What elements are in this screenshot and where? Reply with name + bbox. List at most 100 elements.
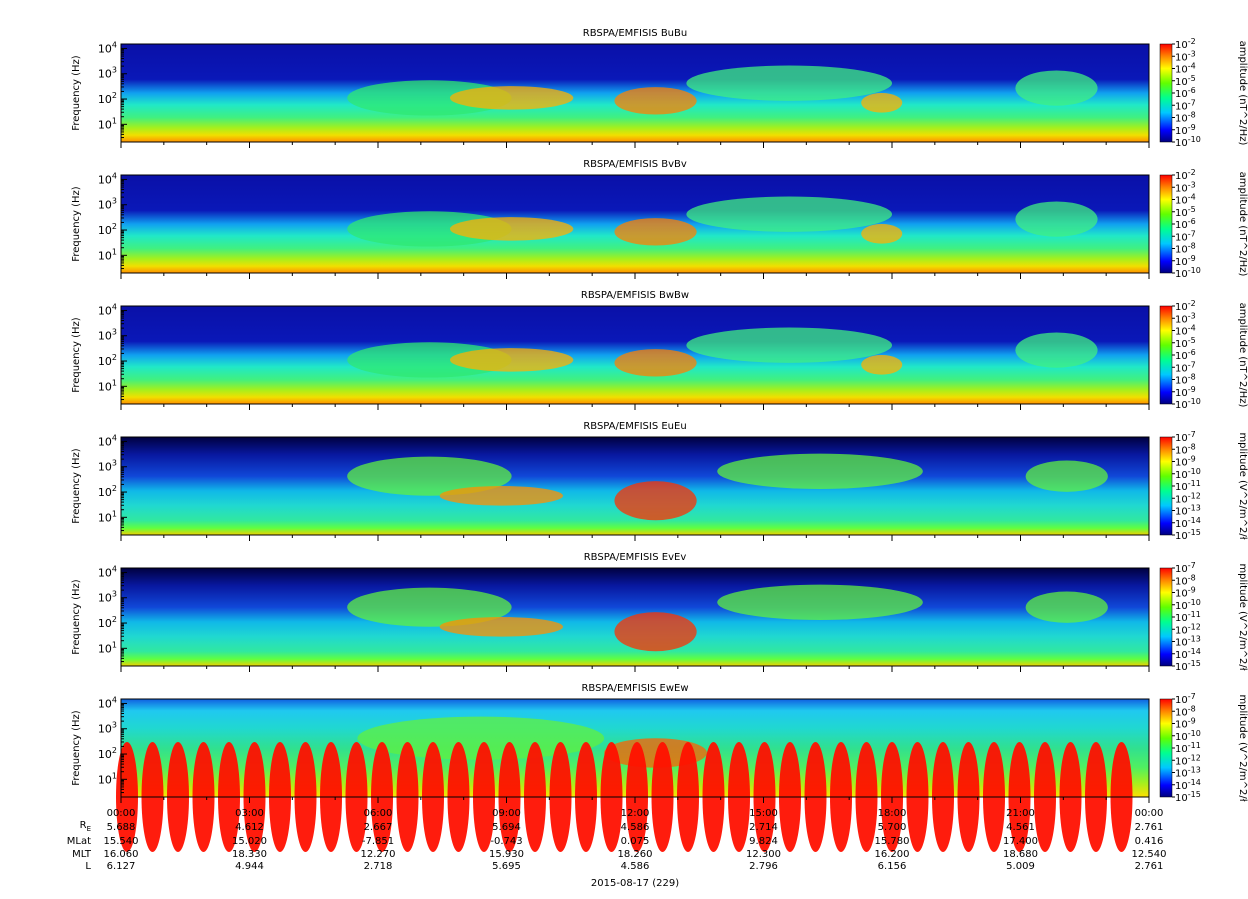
- ephemeris-value: 6.127: [107, 861, 136, 872]
- time-axis: 00:00 03:00 06:00 09:00 12:00 15:00 18:00 21:00…: [107, 808, 1164, 819]
- spectrogram-panel: RBSPA/EMFISIS BvBv 104 103 102 101 Frequency …: [71, 159, 1248, 280]
- colorbar-label: mplitude (V^2/m^2/ł: [1237, 694, 1248, 801]
- colorbar-tick-label: 10-4: [1175, 193, 1196, 207]
- panel-title: RBSPA/EMFISIS EuEu: [583, 421, 686, 432]
- y-tick-label: 104: [98, 433, 117, 448]
- colorbar: [1159, 174, 1173, 274]
- spectrogram-feature: [861, 224, 903, 244]
- ephemeris-value: 12.540: [1132, 849, 1167, 860]
- colorbar-tick-label: 10-2: [1175, 299, 1196, 313]
- y-tick-label: 104: [98, 40, 117, 55]
- colorbar-label: amplitude (nT^2/Hz): [1237, 172, 1248, 277]
- colorbar-tick-label: 10-5: [1175, 74, 1196, 88]
- time-tick-label: 18:00: [878, 808, 907, 819]
- colorbar-tick-label: 10-3: [1175, 49, 1196, 63]
- colorbar-tick-label: 10-7: [1175, 229, 1196, 243]
- ephemeris-value: 5.694: [492, 822, 521, 833]
- ephemeris-value: 2.796: [749, 861, 778, 872]
- colorbar-tick-label: 10-8: [1175, 111, 1196, 125]
- colorbar-tick-label: 10-13: [1175, 635, 1201, 649]
- spectrogram-feature: [1015, 201, 1098, 237]
- colorbar-tick-label: 10-8: [1175, 373, 1196, 387]
- spectrogram-feature: [614, 481, 697, 521]
- colorbar-tick-label: 10-8: [1175, 704, 1196, 718]
- y-tick-label: 101: [98, 116, 117, 131]
- colorbar-tick-label: 10-12: [1175, 622, 1201, 636]
- y-tick-label: 104: [98, 695, 117, 710]
- time-tick-label: 03:00: [235, 808, 264, 819]
- ephemeris-value: 16.200: [875, 849, 910, 860]
- spectrogram-feature: [347, 342, 512, 378]
- spectrogram-feature: [347, 456, 512, 496]
- colorbar-label: amplitude (nT^2/Hz): [1237, 303, 1248, 408]
- colorbar-tick-label: 10-11: [1175, 610, 1201, 624]
- colorbar-tick-label: 10-6: [1175, 217, 1196, 231]
- colorbar: [1159, 567, 1173, 667]
- y-tick-label: 102: [98, 91, 117, 106]
- ephemeris-value: -7.851: [362, 836, 394, 847]
- y-tick-label: 101: [98, 509, 117, 524]
- y-tick-label: 103: [98, 459, 117, 474]
- colorbar-tick-label: 10-4: [1175, 324, 1196, 338]
- y-tick-label: 104: [98, 302, 117, 317]
- y-tick-label: 101: [98, 378, 117, 393]
- colorbar-tick-label: 10-9: [1175, 385, 1196, 399]
- colorbar-tick-label: 10-10: [1175, 397, 1201, 411]
- ephemeris-value: 6.156: [878, 861, 907, 872]
- y-tick-label: 103: [98, 328, 117, 343]
- spectrogram-feature: [614, 349, 697, 377]
- y-axis-label: Frequency (Hz): [71, 186, 82, 262]
- y-tick-label: 103: [98, 590, 117, 605]
- colorbar-tick-label: 10-8: [1175, 573, 1196, 587]
- colorbar-tick-label: 10-15: [1175, 659, 1201, 673]
- colorbar-tick-label: 10-3: [1175, 311, 1196, 325]
- time-tick-label: 00:00: [107, 808, 136, 819]
- colorbar-tick-label: 10-10: [1175, 266, 1201, 280]
- time-tick-label: 06:00: [364, 808, 393, 819]
- ephemeris-value: -0.743: [490, 836, 522, 847]
- y-tick-label: 101: [98, 640, 117, 655]
- spectrogram-feature: [1025, 460, 1108, 492]
- ephemeris-value: 16.060: [104, 849, 139, 860]
- colorbar-tick-label: 10-13: [1175, 504, 1201, 518]
- colorbar-tick-label: 10-3: [1175, 180, 1196, 194]
- panel-title: RBSPA/EMFISIS BvBv: [583, 159, 687, 170]
- y-tick-label: 101: [98, 247, 117, 262]
- colorbar-tick-label: 10-15: [1175, 528, 1201, 542]
- colorbar-tick-label: 10-11: [1175, 741, 1201, 755]
- spectrogram-feature: [686, 196, 892, 232]
- y-tick-label: 102: [98, 353, 117, 368]
- colorbar-label: mplitude (V^2/m^2/ł: [1237, 563, 1248, 670]
- colorbar-label: mplitude (V^2/m^2/ł: [1237, 432, 1248, 539]
- panel-title: RBSPA/EMFISIS BuBu: [583, 28, 687, 39]
- colorbar-tick-label: 10-5: [1175, 205, 1196, 219]
- colorbar-tick-label: 10-15: [1175, 790, 1201, 804]
- ephemeris-value: 18.680: [1003, 849, 1038, 860]
- ephemeris-value: 2.761: [1135, 861, 1164, 872]
- ephemeris-value: 0.416: [1135, 836, 1164, 847]
- ephem-label-mlat: MLat: [67, 836, 91, 847]
- y-tick-label: 102: [98, 222, 117, 237]
- spectrogram-feature: [686, 65, 892, 101]
- colorbar-tick-label: 10-2: [1175, 37, 1196, 51]
- y-axis-label: Frequency (Hz): [71, 579, 82, 655]
- time-tick-label: 21:00: [1006, 808, 1035, 819]
- colorbar-tick-label: 10-6: [1175, 348, 1196, 362]
- panel-title: RBSPA/EMFISIS BwBw: [581, 290, 689, 301]
- colorbar-tick-label: 10-11: [1175, 479, 1201, 493]
- spectrogram-panel: RBSPA/EMFISIS EvEv 104 103 102 101 Frequency …: [71, 552, 1248, 673]
- colorbar-tick-label: 10-10: [1175, 467, 1201, 481]
- spectrogram-panel: RBSPA/EMFISIS BwBw 104 103 102 101 Frequency …: [71, 290, 1248, 411]
- spectrogram-feature: [861, 355, 903, 375]
- ephemeris-value: 15.930: [489, 849, 524, 860]
- spectrogram-feature: [449, 348, 574, 372]
- panels-group: RBSPA/EMFISIS BuBu 104 103 102 101 Frequency …: [71, 28, 1248, 852]
- colorbar-tick-label: 10-7: [1175, 430, 1196, 444]
- colorbar-tick-label: 10-7: [1175, 98, 1196, 112]
- spectrogram-panel: RBSPA/EMFISIS BuBu 104 103 102 101 Frequency …: [71, 28, 1248, 149]
- ephemeris-value: 15.540: [104, 836, 139, 847]
- colorbar-tick-label: 10-10: [1175, 135, 1201, 149]
- ephemeris-value: 2.718: [364, 861, 393, 872]
- colorbar-tick-label: 10-9: [1175, 254, 1196, 268]
